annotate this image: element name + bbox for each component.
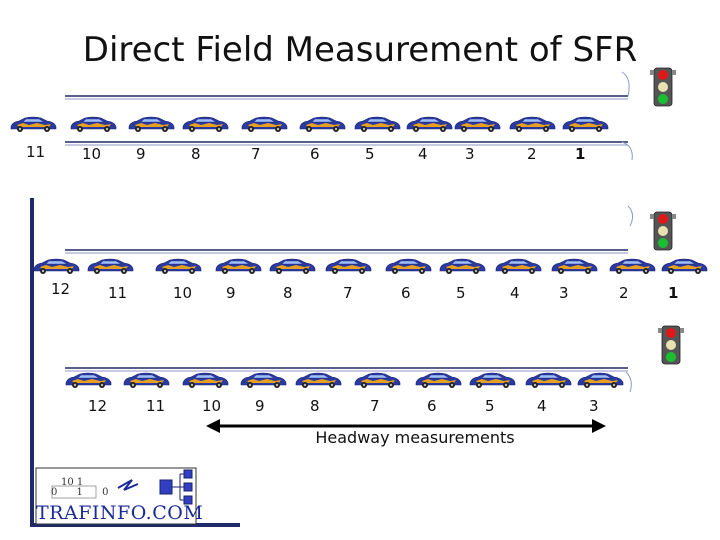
car-label: 6	[427, 397, 437, 415]
car	[215, 258, 262, 274]
car	[128, 116, 175, 132]
car-label: 7	[251, 145, 261, 163]
car	[609, 258, 656, 274]
car-label: 10	[173, 284, 193, 302]
car-label: 1	[575, 145, 586, 163]
car	[182, 372, 229, 388]
road-line	[65, 141, 628, 146]
road-curve	[627, 205, 634, 227]
car	[439, 258, 486, 274]
car	[295, 372, 342, 388]
traffic-signal	[650, 211, 676, 251]
car	[354, 116, 401, 132]
road-line	[65, 95, 628, 100]
car	[469, 372, 516, 388]
slide-title: Direct Field Measurement of SFR	[82, 30, 638, 70]
car-label: 11	[108, 284, 128, 302]
road-curve	[625, 371, 632, 393]
car-label: 8	[310, 397, 320, 415]
headway-label: Headway measurements	[315, 428, 515, 447]
car	[33, 258, 80, 274]
traffic-signal	[650, 67, 676, 107]
headway-arrow	[206, 419, 606, 433]
car-label: 11	[26, 143, 46, 161]
car	[385, 258, 432, 274]
road-curve	[621, 141, 633, 161]
car-label: 6	[401, 284, 411, 302]
car	[415, 372, 462, 388]
road-line	[65, 367, 628, 372]
car	[65, 372, 112, 388]
car-label: 3	[589, 397, 599, 415]
car-label: 9	[136, 145, 146, 163]
car-label: 12	[51, 280, 71, 298]
car-label: 9	[226, 284, 236, 302]
car	[269, 258, 316, 274]
car-label: 7	[343, 284, 353, 302]
car	[562, 116, 609, 132]
car-label: 9	[255, 397, 265, 415]
car-label: 6	[310, 145, 320, 163]
car	[509, 116, 556, 132]
car	[87, 258, 134, 274]
car	[10, 116, 57, 132]
car-label: 5	[456, 284, 466, 302]
car	[123, 372, 170, 388]
car-label: 2	[619, 284, 629, 302]
car-label: 4	[510, 284, 520, 302]
car-label: 2	[527, 145, 537, 163]
car-label: 3	[465, 145, 475, 163]
car-label: 8	[191, 145, 201, 163]
car	[70, 116, 117, 132]
logo-bits-top: 10 1	[61, 477, 84, 488]
car-label: 10	[202, 397, 222, 415]
car	[551, 258, 598, 274]
car-label: 8	[283, 284, 293, 302]
car-label: 11	[146, 397, 166, 415]
trafinfo-logo	[35, 467, 197, 525]
logo-text: TRAFINFO.COM	[36, 502, 204, 524]
car	[240, 372, 287, 388]
car	[155, 258, 202, 274]
car-label: 10	[82, 145, 102, 163]
car	[661, 258, 708, 274]
traffic-signal	[658, 325, 684, 365]
car	[406, 116, 453, 132]
car	[495, 258, 542, 274]
car	[525, 372, 572, 388]
car	[577, 372, 624, 388]
car-label: 4	[418, 145, 428, 163]
car	[325, 258, 372, 274]
car-label: 5	[485, 397, 495, 415]
car-label: 4	[537, 397, 547, 415]
car	[241, 116, 288, 132]
car-label: 7	[370, 397, 380, 415]
road-curve	[621, 71, 630, 97]
car-label: 5	[365, 145, 375, 163]
car	[299, 116, 346, 132]
car	[354, 372, 401, 388]
logo-bits-bottom: 0 1 0	[51, 487, 117, 498]
road-line	[65, 249, 628, 254]
car	[182, 116, 229, 132]
car	[454, 116, 501, 132]
car-label: 1	[668, 284, 679, 302]
car-label: 3	[559, 284, 569, 302]
car-label: 12	[88, 397, 108, 415]
